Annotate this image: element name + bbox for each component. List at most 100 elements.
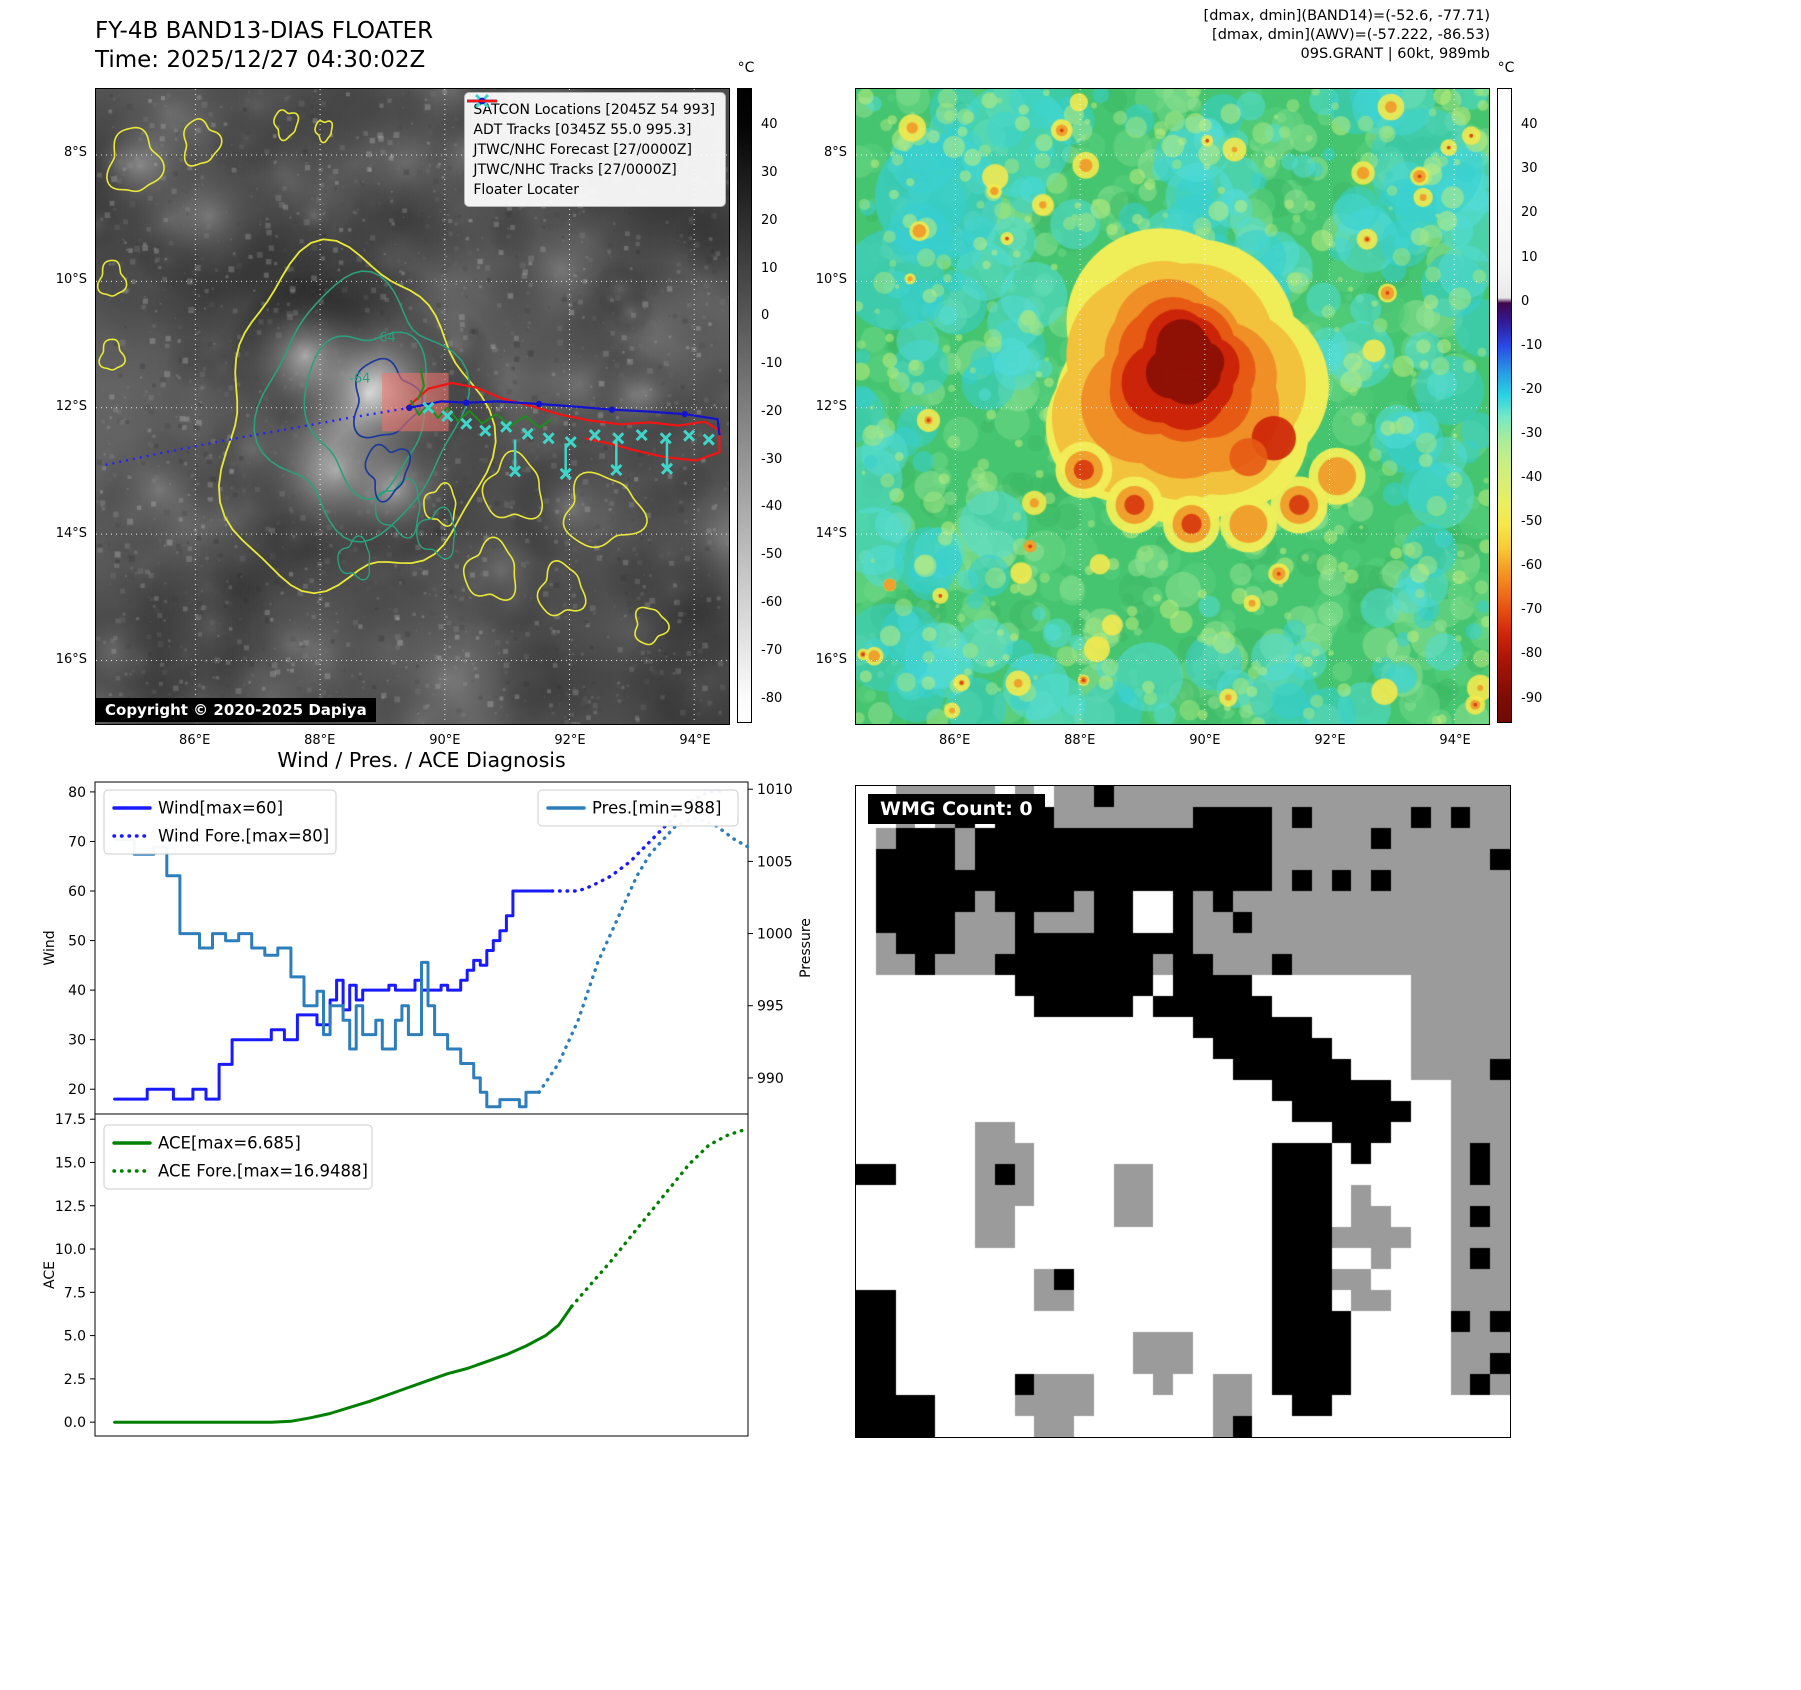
svg-text:70: 70 — [68, 834, 86, 850]
awv-title-line1: [dmax, dmin](BAND14)=(-52.6, -77.71) — [1203, 8, 1490, 24]
axis-tick-label: -20 — [1521, 381, 1543, 397]
awv-overlay — [856, 89, 1489, 724]
axis-tick-label: 86°E — [939, 733, 971, 748]
legend-item-floater: Floater Locater — [467, 99, 715, 200]
svg-text:2.5: 2.5 — [64, 1372, 86, 1388]
svg-text:40: 40 — [68, 983, 86, 999]
svg-text:Pressure: Pressure — [798, 918, 814, 978]
svg-text:30: 30 — [68, 1033, 86, 1049]
axis-tick-label: 8°S — [63, 145, 87, 161]
axis-tick-label: 10 — [761, 260, 778, 276]
wmg-panel: WMG Count: 0 — [855, 785, 1511, 1438]
svg-text:12.5: 12.5 — [55, 1199, 86, 1215]
diagnosis-chart: 20 30 40 50 60 70 80 990 995 1000 1005 1010 0.0 2.5 5.… — [42, 781, 814, 1437]
axis-tick-label: 40 — [761, 117, 778, 133]
legend-label: SATCON Locations [2045Z 54 993] — [473, 102, 715, 118]
axis-tick-label: 94°E — [679, 733, 711, 748]
awv-satellite-image — [856, 89, 1489, 724]
band13-overlay: -64 -64 — [96, 89, 729, 724]
axis-tick-label: 14°S — [815, 525, 847, 541]
axis-tick-label: 0 — [761, 308, 770, 324]
axis-tick-label: -80 — [761, 690, 783, 706]
legend-label: JTWC/NHC Tracks [27/0000Z] — [473, 162, 677, 178]
svg-text:990: 990 — [757, 1071, 784, 1087]
axis-tick-label: 10°S — [815, 272, 847, 287]
band13-map: -64 -64 SATCON Locations [2045Z 54 993] AD… — [95, 88, 730, 725]
axis-tick-label: -40 — [1521, 470, 1543, 486]
axis-tick-label: -70 — [761, 642, 783, 658]
axis-tick-label: 92°E — [554, 733, 586, 748]
axis-tick-label: 0 — [1521, 293, 1530, 309]
awv-colorbar-unit: °C — [1497, 60, 1515, 76]
svg-text:7.5: 7.5 — [64, 1285, 86, 1301]
awv-map — [855, 88, 1490, 725]
axis-tick-label: 16°S — [815, 652, 847, 668]
axis-tick-label: 92°E — [1314, 733, 1346, 748]
axis-tick-label: 90°E — [1189, 733, 1221, 748]
legend-item-satcon: SATCON Locations [2045Z 54 993] — [473, 93, 715, 120]
diagnosis-title: Wind / Pres. / ACE Diagnosis — [277, 748, 566, 772]
svg-text:10.0: 10.0 — [55, 1242, 86, 1258]
axis-tick-label: 86°E — [179, 733, 211, 748]
axis-tick-label: -50 — [1521, 514, 1543, 530]
axis-tick-label: -70 — [1521, 602, 1543, 618]
wmg-count-label: WMG Count: 0 — [868, 794, 1045, 824]
svg-text:80: 80 — [68, 785, 86, 801]
awv-title-line3: 09S.GRANT | 60kt, 989mb — [1300, 46, 1490, 62]
svg-text:Wind: Wind — [42, 930, 58, 965]
axis-tick-label: 40 — [1521, 117, 1538, 133]
svg-text:17.5: 17.5 — [55, 1112, 86, 1128]
axis-tick-label: 30 — [1521, 161, 1538, 177]
axis-tick-label: -60 — [761, 594, 783, 610]
legend-label: Floater Locater — [473, 182, 580, 198]
axis-tick-label: 10 — [1521, 249, 1538, 265]
band13-legend: SATCON Locations [2045Z 54 993] ADT Track… — [464, 92, 726, 207]
svg-text:50: 50 — [68, 934, 86, 950]
svg-text:1010: 1010 — [757, 782, 793, 798]
legend-item-adt: ADT Tracks [0345Z 55.0 995.3] — [467, 99, 715, 140]
axis-tick-label: 10°S — [55, 272, 87, 287]
legend-label: ADT Tracks [0345Z 55.0 995.3] — [473, 122, 692, 138]
legend-item-forecast: JTWC/NHC Forecast [27/0000Z] — [467, 99, 715, 160]
axis-tick-label: 88°E — [304, 733, 336, 748]
svg-text:ACE[max=6.685]: ACE[max=6.685] — [158, 1134, 301, 1153]
axis-tick-label: -10 — [761, 356, 783, 372]
svg-text:-64: -64 — [349, 371, 370, 386]
axis-tick-label: -60 — [1521, 558, 1543, 574]
axis-tick-label: -80 — [1521, 646, 1543, 662]
svg-text:ACE: ACE — [42, 1261, 58, 1289]
svg-text:0.0: 0.0 — [64, 1415, 86, 1431]
axis-tick-label: 94°E — [1439, 733, 1471, 748]
svg-text:1000: 1000 — [757, 927, 793, 943]
axis-tick-label: 8°S — [823, 145, 847, 161]
axis-tick-label: -20 — [761, 403, 783, 419]
axis-tick-label: 88°E — [1064, 733, 1096, 748]
axis-tick-label: -40 — [761, 499, 783, 515]
band13-time-label: Time: 2025/12/27 04:30:02Z — [95, 47, 426, 73]
svg-text:Wind[max=60]: Wind[max=60] — [158, 799, 283, 818]
svg-text:Pres.[min=988]: Pres.[min=988] — [592, 799, 721, 818]
wmg-image — [856, 786, 1510, 1437]
svg-text:ACE Fore.[max=16.9488]: ACE Fore.[max=16.9488] — [158, 1162, 368, 1181]
legend-label: JTWC/NHC Forecast [27/0000Z] — [473, 142, 692, 158]
copyright-badge: Copyright © 2020-2025 Dapiya — [96, 698, 376, 722]
axis-tick-label: -30 — [1521, 425, 1543, 441]
svg-text:60: 60 — [68, 884, 86, 900]
svg-text:-64: -64 — [375, 331, 396, 346]
legend-item-track: JTWC/NHC Tracks [27/0000Z] — [467, 97, 715, 180]
axis-tick-label: -10 — [1521, 337, 1543, 353]
axis-tick-label: 30 — [761, 164, 778, 180]
band13-title: FY-4B BAND13-DIAS FLOATER — [95, 18, 434, 44]
awv-title-line2: [dmax, dmin](AWV)=(-57.222, -86.53) — [1212, 27, 1490, 43]
svg-text:1005: 1005 — [757, 854, 793, 870]
axis-tick-label: 14°S — [55, 525, 87, 541]
axis-tick-label: 16°S — [55, 652, 87, 668]
svg-text:20: 20 — [68, 1082, 86, 1098]
awv-colorbar — [1497, 88, 1512, 723]
svg-text:Wind Fore.[max=80]: Wind Fore.[max=80] — [158, 827, 329, 846]
svg-text:15.0: 15.0 — [55, 1155, 86, 1171]
axis-tick-label: 90°E — [429, 733, 461, 748]
axis-tick-label: 20 — [761, 212, 778, 228]
axis-tick-label: -50 — [761, 547, 783, 563]
axis-tick-label: 12°S — [55, 398, 87, 414]
